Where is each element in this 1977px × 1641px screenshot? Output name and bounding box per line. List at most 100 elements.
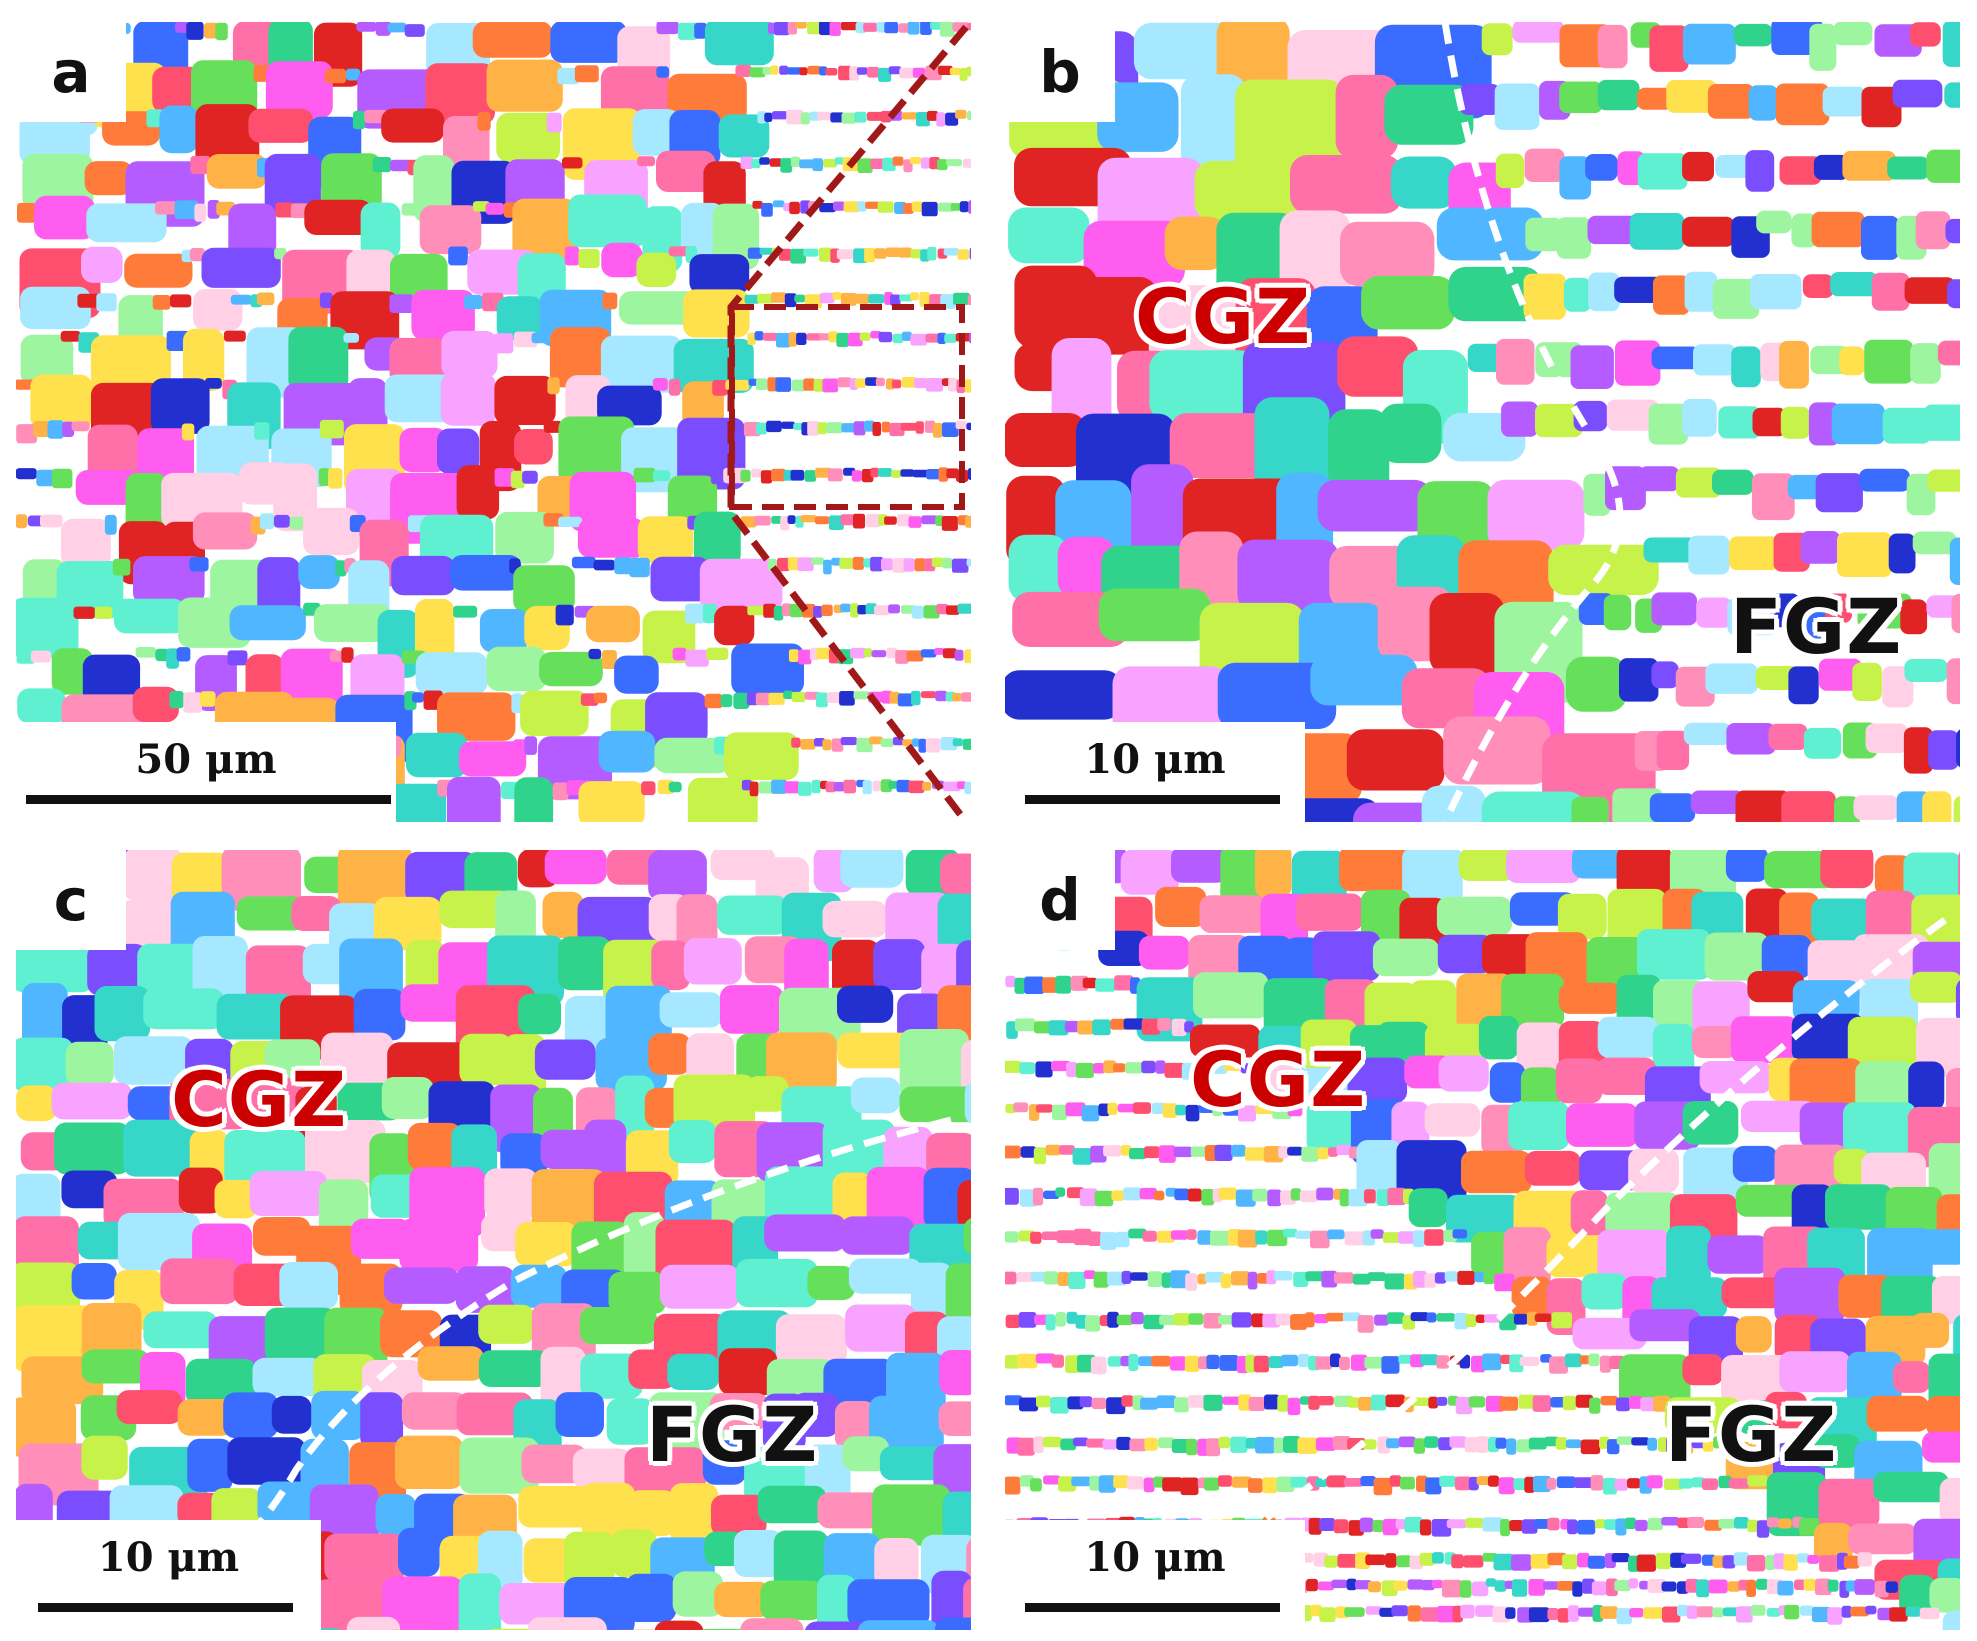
grain: [751, 468, 762, 478]
grain: [1483, 1272, 1495, 1285]
grain: [1888, 533, 1916, 574]
grain: [1301, 1146, 1319, 1162]
grain: [1910, 1312, 1950, 1348]
panel-a-ebsd-map: a 50 μm: [16, 22, 971, 822]
grain: [1712, 469, 1754, 495]
grain: [764, 112, 773, 122]
grain: [1335, 74, 1399, 159]
grain: [1730, 1016, 1799, 1064]
grain: [1956, 729, 1960, 768]
grain: [901, 112, 918, 120]
grain: [1184, 1355, 1200, 1372]
grain: [1079, 1396, 1093, 1408]
grain: [1508, 1101, 1570, 1150]
grain: [514, 429, 553, 465]
grain: [1005, 413, 1087, 467]
grain: [16, 597, 79, 658]
grain: [952, 693, 962, 702]
scale-bar-label: 50 μm: [135, 736, 277, 783]
grain: [1889, 1607, 1908, 1622]
grain: [900, 469, 915, 477]
grain: [1865, 723, 1908, 753]
grain: [90, 335, 171, 399]
grain: [1788, 666, 1819, 705]
grain: [1219, 1355, 1239, 1371]
grain: [1675, 467, 1722, 498]
grain: [249, 1171, 328, 1216]
panel-label: c: [16, 850, 126, 950]
grain: [1194, 160, 1300, 221]
grain: [1923, 404, 1960, 441]
grain: [1316, 1187, 1334, 1201]
grain: [1264, 1394, 1280, 1410]
grain: [825, 68, 838, 76]
grain: [1065, 1355, 1080, 1373]
grain: [1425, 1477, 1442, 1495]
grain: [495, 511, 554, 564]
grain: [949, 67, 961, 76]
grain: [1752, 407, 1787, 437]
grain: [884, 22, 899, 34]
grain: [891, 470, 902, 478]
grain: [943, 248, 960, 256]
grain: [1210, 1230, 1231, 1246]
grain: [1033, 1436, 1044, 1453]
grain: [1075, 1062, 1094, 1078]
grain: [632, 109, 680, 156]
grain: [811, 779, 821, 794]
grain: [822, 739, 832, 751]
grain: [1333, 1519, 1349, 1534]
grain: [1892, 79, 1943, 108]
grain: [1614, 276, 1663, 303]
grain: [1041, 1231, 1060, 1240]
grain: [152, 295, 171, 310]
grain: [1075, 1314, 1088, 1329]
grain: [1778, 1518, 1792, 1529]
grain: [425, 63, 496, 125]
grain: [702, 603, 717, 624]
grain: [113, 1036, 194, 1085]
grain: [652, 648, 676, 660]
grain: [874, 605, 890, 616]
grain: [1290, 1188, 1302, 1201]
grain: [637, 156, 656, 167]
grain: [1693, 344, 1737, 376]
grain: [94, 986, 150, 1042]
grain: [1337, 336, 1419, 397]
grain: [757, 1485, 827, 1524]
grain: [712, 380, 728, 396]
grain: [404, 24, 425, 37]
grain: [1386, 1312, 1405, 1324]
scale-bar: 10 μm: [1005, 1520, 1305, 1630]
grain: [1290, 1476, 1308, 1488]
grain: [515, 1222, 578, 1267]
grain: [637, 516, 694, 563]
grain: [953, 292, 970, 305]
grain: [1420, 1354, 1439, 1366]
cgz-label: CGZ: [171, 1055, 348, 1144]
grain: [195, 104, 260, 168]
grain: [874, 248, 887, 259]
grain: [1086, 1438, 1106, 1448]
grain: [558, 516, 583, 528]
grain: [925, 378, 943, 392]
grain: [544, 850, 607, 885]
grain: [736, 1258, 818, 1308]
grain: [857, 605, 867, 615]
grain: [552, 782, 569, 801]
grain: [1024, 976, 1045, 994]
grain: [942, 557, 953, 569]
grain: [192, 512, 258, 550]
grain: [1511, 1579, 1528, 1597]
grain: [1005, 1314, 1021, 1328]
grain: [836, 249, 854, 260]
grain: [794, 294, 806, 303]
grain: [1141, 1060, 1156, 1074]
grain: [1185, 1273, 1198, 1291]
grain: [1686, 1605, 1699, 1619]
fgz-label: FGZ: [1665, 1390, 1838, 1479]
grain: [1097, 82, 1179, 152]
grain: [1048, 1020, 1069, 1036]
grain: [1057, 536, 1116, 599]
grain: [1919, 1607, 1940, 1620]
